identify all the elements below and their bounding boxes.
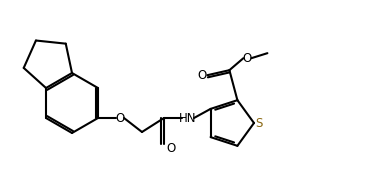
Text: HN: HN [179, 112, 197, 125]
Text: O: O [115, 112, 125, 125]
Text: S: S [255, 117, 263, 130]
Text: O: O [243, 52, 252, 65]
Text: O: O [198, 69, 207, 82]
Text: O: O [166, 142, 176, 154]
